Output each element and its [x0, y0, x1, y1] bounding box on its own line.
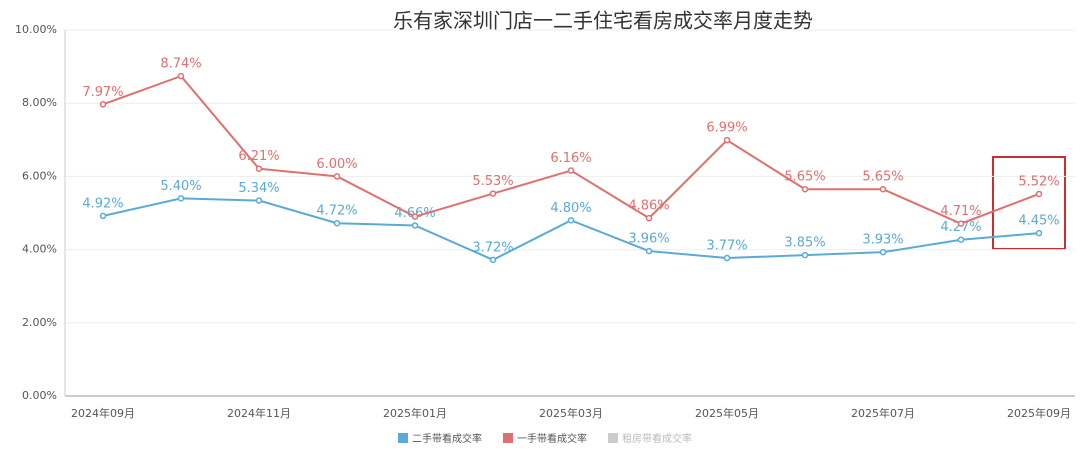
point — [957, 236, 965, 243]
point — [1035, 229, 1043, 237]
point — [411, 222, 419, 229]
y-tick-label: 10.00% — [15, 23, 57, 36]
data-label: 4.92% — [82, 196, 123, 211]
x-tick-label: 2025年07月 — [851, 406, 915, 420]
data-label: 4.86% — [628, 199, 669, 214]
x-tick-label: 2024年09月 — [71, 406, 135, 420]
chart-title: 乐有家深圳门店一二手住宅看房成交率月度走势 — [393, 9, 813, 33]
point — [567, 167, 575, 174]
x-tick-label: 2024年11月 — [227, 406, 291, 420]
point — [411, 213, 419, 220]
point — [177, 195, 185, 202]
legend-swatch — [503, 433, 513, 443]
point — [177, 72, 185, 80]
point — [489, 256, 497, 264]
legend-swatch — [398, 433, 408, 443]
data-label: 5.65% — [784, 170, 825, 185]
point — [567, 217, 575, 224]
point — [99, 212, 107, 220]
x-tick-label: 2025年09月 — [1007, 406, 1071, 420]
point — [879, 248, 887, 256]
point — [333, 173, 341, 180]
y-tick-label: 0.00% — [22, 389, 57, 402]
data-label: 8.74% — [160, 57, 201, 72]
point — [879, 185, 887, 193]
data-label: 5.34% — [238, 181, 279, 196]
point — [723, 136, 731, 144]
data-label: 5.52% — [1018, 174, 1059, 189]
legend-label: 一手带看成交率 — [517, 432, 587, 445]
legend-label: 二手带看成交率 — [412, 432, 482, 445]
data-label: 5.65% — [862, 170, 903, 185]
legend-label: 租房带看成交率 — [622, 432, 692, 445]
y-tick-label: 8.00% — [22, 96, 57, 109]
data-label: 3.85% — [784, 236, 825, 251]
point — [801, 185, 809, 193]
point — [333, 219, 341, 227]
point — [645, 247, 653, 255]
data-label: 3.93% — [862, 233, 903, 248]
point — [99, 101, 107, 108]
y-tick-label: 6.00% — [22, 169, 57, 182]
point — [801, 251, 809, 259]
y-tick-label: 4.00% — [22, 243, 57, 256]
data-label: 4.27% — [940, 220, 981, 235]
data-label: 3.77% — [706, 239, 747, 254]
data-label: 3.96% — [628, 232, 669, 247]
data-label: 6.99% — [706, 121, 747, 136]
point — [255, 165, 263, 172]
point — [645, 214, 653, 222]
point — [957, 220, 965, 227]
data-label: 5.53% — [472, 174, 513, 189]
data-label: 4.72% — [316, 204, 357, 219]
data-label: 4.45% — [1018, 214, 1059, 229]
legend-swatch — [608, 433, 618, 443]
point — [723, 254, 731, 262]
x-tick-label: 2025年05月 — [695, 406, 759, 420]
data-label: 4.80% — [550, 201, 591, 216]
data-label: 6.21% — [238, 149, 279, 164]
y-tick-label: 2.00% — [22, 316, 57, 329]
data-label: 7.97% — [82, 85, 123, 100]
data-label: 4.71% — [940, 204, 981, 219]
data-label: 3.72% — [472, 240, 513, 255]
point — [1035, 190, 1043, 198]
point — [255, 197, 263, 204]
highlight-box — [992, 156, 1066, 250]
data-label: 6.16% — [550, 151, 591, 166]
point — [489, 190, 497, 197]
x-tick-label: 2025年01月 — [383, 406, 447, 420]
x-tick-label: 2025年03月 — [539, 406, 603, 420]
data-label: 6.00% — [316, 157, 357, 172]
data-label: 5.40% — [160, 179, 201, 194]
